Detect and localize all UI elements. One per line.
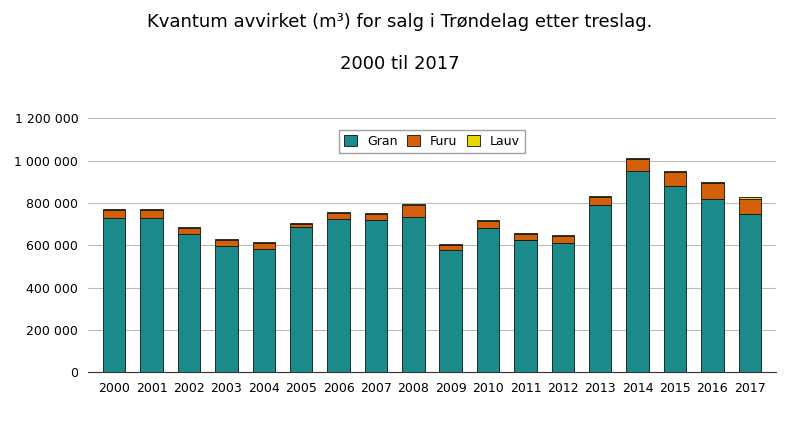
Text: 2000 til 2017: 2000 til 2017	[340, 55, 460, 73]
Bar	[253, 242, 275, 243]
Bar	[514, 240, 537, 372]
Bar	[365, 214, 387, 220]
Bar	[702, 183, 724, 199]
Bar	[589, 197, 611, 205]
Bar	[327, 213, 350, 219]
Bar	[215, 239, 238, 240]
Bar	[253, 249, 275, 372]
Bar	[402, 204, 425, 205]
Bar	[103, 218, 126, 372]
Bar	[327, 212, 350, 213]
Bar	[439, 245, 462, 250]
Bar	[290, 224, 312, 228]
Bar	[439, 244, 462, 245]
Bar	[215, 246, 238, 372]
Bar	[702, 182, 724, 183]
Bar	[327, 219, 350, 372]
Bar	[589, 196, 611, 197]
Legend: Gran, Furu, Lauv: Gran, Furu, Lauv	[339, 130, 525, 153]
Text: Kvantum avvirket (m³) for salg i Trøndelag etter treslag.: Kvantum avvirket (m³) for salg i Trøndel…	[147, 13, 653, 31]
Bar	[290, 223, 312, 224]
Bar	[477, 221, 499, 228]
Bar	[664, 186, 686, 372]
Bar	[626, 159, 649, 171]
Bar	[140, 209, 162, 211]
Bar	[140, 211, 162, 218]
Bar	[402, 205, 425, 217]
Bar	[477, 228, 499, 372]
Bar	[738, 214, 761, 372]
Bar	[552, 243, 574, 372]
Bar	[103, 211, 126, 218]
Bar	[626, 158, 649, 159]
Bar	[103, 209, 126, 211]
Bar	[365, 213, 387, 214]
Bar	[552, 236, 574, 243]
Bar	[664, 171, 686, 173]
Bar	[589, 205, 611, 372]
Bar	[702, 199, 724, 372]
Bar	[365, 220, 387, 372]
Bar	[253, 243, 275, 249]
Bar	[402, 217, 425, 372]
Bar	[664, 173, 686, 186]
Bar	[738, 197, 761, 199]
Bar	[439, 250, 462, 372]
Bar	[552, 235, 574, 236]
Bar	[738, 199, 761, 214]
Bar	[178, 233, 200, 372]
Bar	[178, 228, 200, 233]
Bar	[514, 234, 537, 240]
Bar	[290, 228, 312, 372]
Bar	[140, 218, 162, 372]
Bar	[215, 240, 238, 246]
Bar	[477, 220, 499, 221]
Bar	[626, 171, 649, 372]
